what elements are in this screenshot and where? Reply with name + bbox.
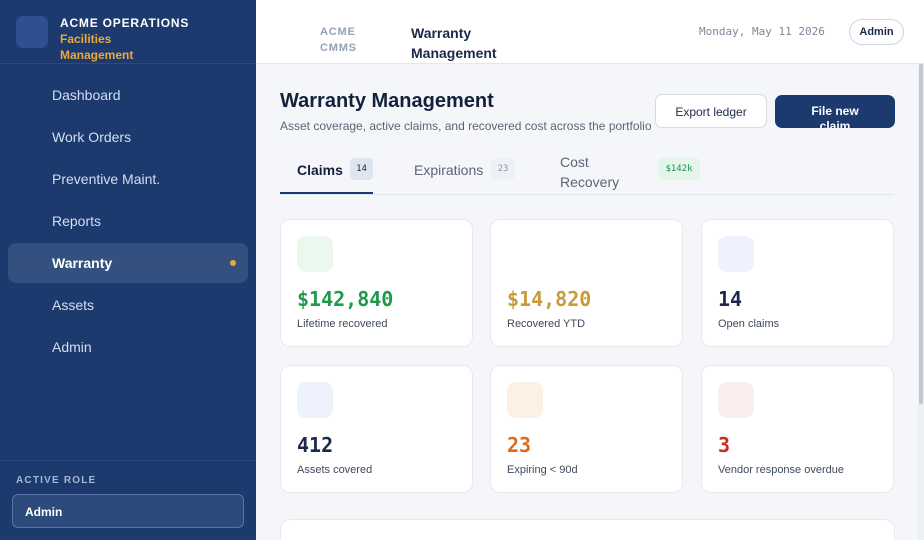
tab-count-badge: 23 — [491, 158, 515, 180]
tab-cost-recovery[interactable]: Cost Recovery $142k — [544, 148, 704, 194]
user-menu-button[interactable]: Admin — [849, 19, 904, 45]
page-title: Warranty Management — [280, 90, 494, 112]
sidebar-item-reports[interactable]: Reports — [8, 201, 248, 241]
kpi-value: $142,840 — [297, 287, 394, 311]
active-role-caption: ACTIVE ROLE — [16, 475, 97, 486]
user-menu-label: Admin — [859, 26, 894, 38]
kpi-icon — [297, 236, 333, 272]
file-new-claim-label: File new claim — [811, 104, 859, 128]
sidebar-item-label: Reports — [52, 213, 102, 229]
kpi-label: Lifetime recovered — [297, 318, 388, 330]
tab-amount-badge: $142k — [658, 158, 700, 180]
tab-expirations[interactable]: Expirations 23 — [398, 148, 518, 194]
content-panel — [280, 519, 895, 540]
scrollbar-thumb[interactable] — [919, 64, 923, 404]
tab-count-badge: 14 — [350, 158, 373, 180]
sidebar-item-preventive-maint[interactable]: Preventive Maint. — [8, 159, 248, 199]
page-subtitle: Asset coverage, active claims, and recov… — [280, 119, 652, 133]
active-role-select[interactable]: Admin — [12, 494, 244, 528]
sidebar: ACME OPERATIONS Facilities Management Da… — [0, 0, 256, 540]
sidebar-item-warranty[interactable]: Warranty — [8, 243, 248, 283]
sidebar-item-label: Admin — [52, 339, 92, 355]
sidebar-item-assets[interactable]: Assets — [8, 285, 248, 325]
active-tab-underline — [280, 192, 373, 194]
sidebar-item-dashboard[interactable]: Dashboard — [8, 75, 248, 115]
kpi-value: 23 — [507, 433, 532, 457]
file-new-claim-button[interactable]: File new claim — [775, 95, 895, 128]
export-ledger-label: Export ledger — [675, 105, 747, 119]
kpi-icon — [718, 236, 754, 272]
sidebar-item-label: Preventive Maint. — [52, 171, 161, 187]
sidebar-item-work-orders[interactable]: Work Orders — [8, 117, 248, 157]
tab-label: Cost Recovery — [560, 154, 620, 190]
sidebar-item-admin[interactable]: Admin — [8, 327, 248, 367]
kpi-value: 412 — [297, 433, 334, 457]
kpi-icon — [297, 382, 333, 418]
sidebar-divider — [0, 460, 256, 461]
sidebar-item-label: Warranty — [52, 255, 113, 271]
kpi-label: Vendor response overdue — [718, 464, 844, 476]
brand-subtitle: Facilities Management — [60, 32, 134, 62]
tab-label: Claims — [297, 162, 343, 178]
kpi-label: Expiring < 90d — [507, 464, 578, 476]
kpi-label: Assets covered — [297, 464, 373, 476]
kpi-label: Open claims — [718, 318, 780, 330]
brand-logo — [16, 16, 48, 48]
breadcrumb-root[interactable]: ACME CMMS — [320, 26, 357, 54]
kpi-card-lifetime-recovered: $142,840 Lifetime recovered — [280, 219, 473, 347]
kpi-icon — [718, 382, 754, 418]
kpi-card-assets-covered: 412 Assets covered — [280, 365, 473, 493]
active-indicator-dot — [230, 260, 236, 266]
tab-label: Expirations — [414, 162, 484, 178]
kpi-icon — [507, 236, 543, 272]
sidebar-item-label: Assets — [52, 297, 95, 313]
export-ledger-button[interactable]: Export ledger — [655, 94, 767, 128]
kpi-value: 14 — [718, 287, 743, 311]
top-bar: ACME CMMS Warranty Management Monday, Ma… — [256, 0, 924, 64]
kpi-icon — [507, 382, 543, 418]
sidebar-item-label: Dashboard — [52, 87, 121, 103]
sidebar-item-label: Work Orders — [52, 129, 132, 145]
breadcrumb-current: Warranty Management — [411, 25, 497, 61]
active-role-value: Admin — [25, 505, 63, 519]
kpi-value: 3 — [718, 433, 731, 457]
brand-block: ACME OPERATIONS Facilities Management — [0, 0, 256, 64]
kpi-card-vendor-overdue: 3 Vendor response overdue — [701, 365, 894, 493]
kpi-card-open-claims: 14 Open claims — [701, 219, 894, 347]
kpi-label: Recovered YTD — [507, 318, 586, 330]
tabs-divider — [280, 194, 894, 195]
current-date: Monday, May 11 2026 — [699, 25, 825, 38]
tab-claims[interactable]: Claims 14 — [280, 148, 373, 194]
kpi-value: $14,820 — [507, 287, 592, 311]
kpi-card-expiring-soon: 23 Expiring < 90d — [490, 365, 683, 493]
kpi-card-recovered-ytd: $14,820 Recovered YTD — [490, 219, 683, 347]
brand-name: ACME OPERATIONS — [60, 16, 190, 30]
